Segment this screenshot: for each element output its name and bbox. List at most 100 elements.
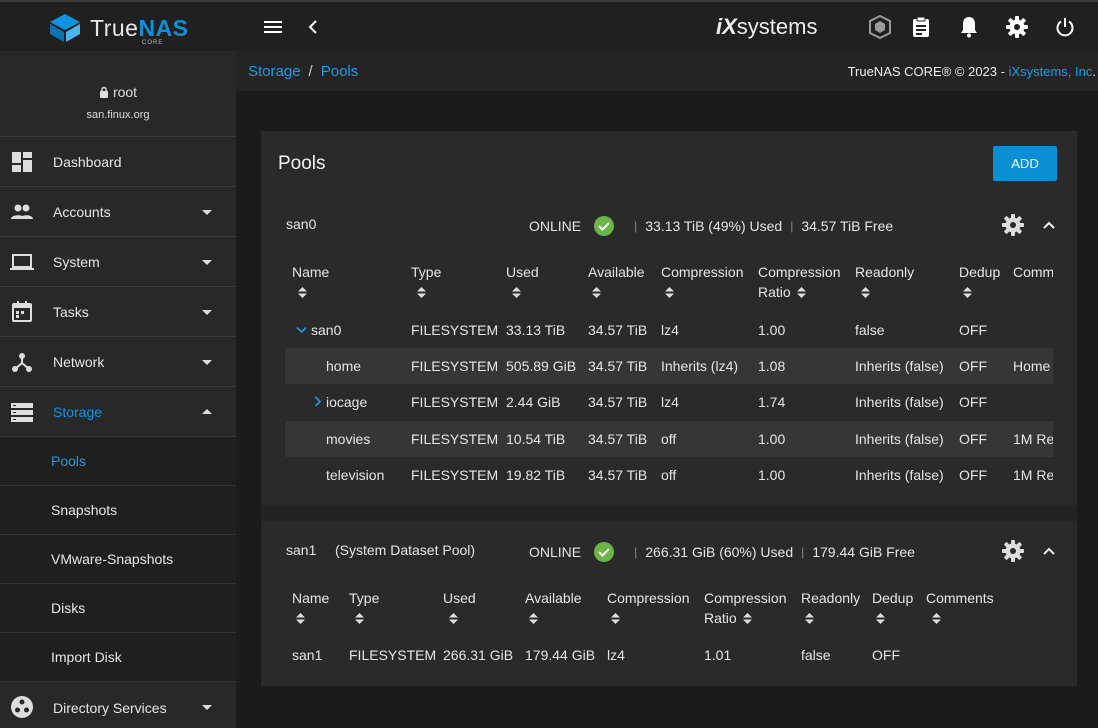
power-button[interactable] [1050,12,1080,42]
sort-icon [665,287,674,298]
bell-icon [961,17,977,38]
table-row[interactable]: home FILESYSTEM 505.89 GiB 34.57 TiB Inh… [285,348,1053,384]
logo-subtext: CORE [142,40,164,46]
gear-icon[interactable] [1002,214,1024,236]
column-header-comments[interactable]: Comments [926,588,994,628]
column-header-compression[interactable]: Compression [607,588,699,628]
sidebar-item-accounts[interactable]: Accounts [0,187,236,237]
sidebar: root san.finux.org Dashboard Accounts Sy… [0,51,236,728]
column-header-available[interactable]: Available [588,262,654,302]
caret-down-icon [202,210,212,215]
sidebar-item-label: Directory Services [53,699,167,716]
gear-icon[interactable] [1002,540,1024,562]
sidebar-item-label: Storage [53,403,103,420]
column-header-compression-ratio[interactable]: Compression Ratio [704,590,787,626]
main-content: Storage / Pools TrueNAS CORE® © 2023 - iXs… [236,51,1098,728]
sidebar-item-directory-services[interactable]: Directory Services [0,682,236,728]
caret-down-icon [202,360,212,365]
page-title: Pools [278,153,326,174]
column-header-compression-ratio[interactable]: Compression Ratio [758,264,841,300]
chevron-up-icon[interactable] [1042,220,1056,230]
sort-icon [512,287,521,298]
sidebar-item-label: Network [53,353,105,370]
chevron-down-icon[interactable] [296,326,307,334]
sidebar-item-label: System [53,253,100,270]
settings-button[interactable] [1002,12,1032,42]
table-row[interactable]: television FILESYSTEM 19.82 TiB 34.57 Ti… [326,467,1053,483]
chevron-right-icon[interactable] [314,396,322,407]
add-pool-button[interactable]: ADD [993,146,1057,181]
column-header-readonly[interactable]: Readonly [855,262,914,302]
sort-icon [417,287,426,298]
ixsystems-link[interactable]: iXsystems, Inc [1008,64,1093,79]
sort-icon [529,613,538,624]
column-header-name[interactable]: Name [292,262,329,302]
table-row[interactable]: movies FILESYSTEM 10.54 TiB 34.57 TiB of… [285,421,1053,457]
pool-header-san0: san0 ONLINE | 33.13 TiB (49%) Used | 34.… [261,197,1077,253]
column-header-available[interactable]: Available [525,588,595,628]
sidebar-item-system[interactable]: System [0,237,236,287]
directory-services-icon [11,696,33,718]
user-info: root san.finux.org [0,51,236,137]
sidebar-subitem-pools[interactable]: Pools [0,437,236,486]
collapse-sidebar-button[interactable] [298,12,328,42]
column-header-dedup[interactable]: Dedup [872,588,918,628]
sidebar-subitem-disks[interactable]: Disks [0,584,236,633]
power-icon [1056,18,1074,37]
sort-icon [805,613,814,624]
sidebar-subitem-snapshots[interactable]: Snapshots [0,486,236,535]
pool-status-text: ONLINE [529,218,582,234]
sidebar-subitem-vmware-snapshots[interactable]: VMware-Snapshots [0,535,236,584]
truenas-logo[interactable]: TrueNAS CORE [46,12,196,46]
alerts-button[interactable] [954,12,984,42]
column-header-type[interactable]: Type [349,588,379,628]
sort-icon [742,613,752,624]
column-header-compression[interactable]: Compression [661,262,751,302]
breadcrumb-storage-link[interactable]: Storage [248,63,301,80]
column-header-dedup[interactable]: Dedup [959,262,1005,302]
breadcrumb-pools-link[interactable]: Pools [320,63,359,80]
sort-icon [796,287,806,298]
sidebar-item-label: Tasks [53,303,89,320]
pool-divider [261,505,1077,521]
pool-free: 34.57 TiB Free [801,218,894,234]
sidebar-item-network[interactable]: Network [0,337,236,387]
sort-icon [449,613,458,624]
sidebar-item-tasks[interactable]: Tasks [0,287,236,337]
sort-icon [355,613,364,624]
check-circle-icon [594,216,615,236]
pool-status: ONLINE | 33.13 TiB (49%) Used | 34.57 Ti… [529,216,894,236]
caret-up-icon [202,409,212,414]
table-row[interactable]: iocage FILESYSTEM 2.44 GiB 34.57 TiB lz4… [285,384,1053,420]
sort-icon [592,287,601,298]
column-header-name[interactable]: Name [292,588,337,628]
task-manager-button[interactable] [906,12,936,42]
pool-header-san1: san1 (System Dataset Pool) ONLINE | 266.… [261,523,1077,579]
column-header-comments[interactable]: Comm [1013,264,1053,280]
sort-icon [876,613,885,624]
table-row[interactable]: san1 FILESYSTEM 266.31 GiB 179.44 GiB lz… [292,647,900,663]
sort-icon [296,613,305,624]
logo-text: TrueNAS [90,15,189,41]
table-row[interactable]: san0 FILESYSTEM 33.13 TiB 34.57 TiB lz4 … [285,312,1053,348]
top-bar: TrueNAS CORE iXsystems [0,0,1098,51]
column-header-readonly[interactable]: Readonly [801,588,865,628]
pool-used: 33.13 TiB (49%) Used [645,218,783,234]
copyright: TrueNAS CORE® © 2023 - iXsystems, Inc. [847,64,1096,79]
chevron-left-icon [308,20,317,34]
pools-card: Pools ADD san0 ONLINE | 33.13 TiB (49%) … [261,131,1077,686]
sort-icon [861,287,870,298]
caret-down-icon [202,260,212,265]
sidebar-item-storage[interactable]: Storage [0,387,236,437]
column-header-used[interactable]: Used [443,588,476,628]
menu-toggle-button[interactable] [258,12,288,42]
column-header-type[interactable]: Type [411,262,441,302]
chevron-up-icon[interactable] [1042,546,1056,556]
sidebar-subitem-import-disk[interactable]: Import Disk [0,633,236,682]
network-icon [12,353,32,372]
column-header-used[interactable]: Used [506,262,539,302]
sidebar-item-dashboard[interactable]: Dashboard [0,137,236,187]
sort-icon [611,613,620,624]
truecommand-button[interactable] [865,12,895,42]
ixsystems-logo[interactable]: iXsystems [716,14,818,39]
